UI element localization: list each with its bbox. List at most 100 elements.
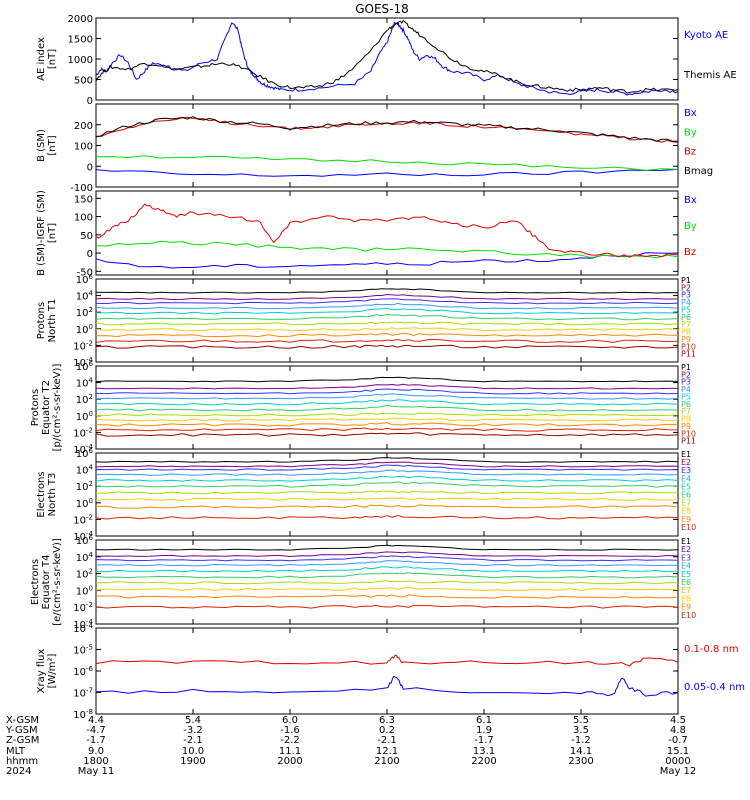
figure-title: GOES-18 xyxy=(355,2,409,16)
legend-label: 0.05-0.4 nm xyxy=(684,682,745,693)
channel-label: P7 xyxy=(681,320,691,329)
series-line-0-05-0-4-nm xyxy=(95,675,679,697)
y-tick-label: 106 xyxy=(76,447,94,460)
y-axis-label: Protons xyxy=(30,389,41,426)
y-tick-label: 104 xyxy=(76,464,94,477)
y-tick-label: 1000 xyxy=(68,55,93,66)
channel-label: E1 xyxy=(681,450,691,459)
series-line-e1 xyxy=(95,544,679,551)
series-line-e5 xyxy=(95,475,679,482)
y-tick-label: 104 xyxy=(76,377,94,390)
channel-label: P6 xyxy=(681,400,691,409)
series-line-e6 xyxy=(95,481,679,488)
series-line-e10 xyxy=(95,514,679,520)
series-line-e8 xyxy=(95,497,679,502)
panel-ae: 2000 1500 1000 500 0 AE index [nT] Kyoto AE Them… xyxy=(36,14,737,107)
y-tick-label: 0 xyxy=(87,249,93,260)
series-line-p9 xyxy=(95,422,679,427)
series-line-themis-ae xyxy=(95,19,679,94)
y-axis-label: [nT] xyxy=(47,49,58,69)
panel-p_t2: 106 104 102 100 10-2 10-4 Protons Equator T2 [p/… xyxy=(30,360,696,456)
series-line-0-1-0-8-nm xyxy=(95,654,679,667)
footer-value: 2000 xyxy=(277,756,302,767)
y-axis-label: [W/m²] xyxy=(47,653,58,688)
y-axis-label: B (SM) xyxy=(36,129,47,162)
footer-value: 2100 xyxy=(374,756,399,767)
y-tick-label: 100 xyxy=(76,497,93,510)
footer-value: 3.5 xyxy=(573,725,589,736)
channel-label: P8 xyxy=(681,328,691,337)
series-line-e4 xyxy=(95,560,679,567)
footer-value: 5.4 xyxy=(185,715,201,726)
series-line-e10 xyxy=(95,604,679,609)
footer-value: 12.1 xyxy=(376,746,398,757)
channel-label: P4 xyxy=(681,385,691,394)
y-tick-label: 100 xyxy=(76,323,93,336)
channel-label: P9 xyxy=(681,422,691,431)
channel-label: E2 xyxy=(681,458,691,467)
y-tick-label: 10-5 xyxy=(73,644,93,657)
y-axis-label: North T3 xyxy=(47,473,58,517)
channel-label: P8 xyxy=(681,415,691,424)
channel-label: E9 xyxy=(681,603,691,612)
legend-label: Kyoto AE xyxy=(684,30,728,41)
channel-label: P10 xyxy=(681,342,696,351)
series-line-p4 xyxy=(95,393,679,400)
channel-label: E3 xyxy=(681,466,691,475)
series-line-e9 xyxy=(95,504,679,509)
footer-value: 13.1 xyxy=(473,746,495,757)
footer-value: -1.7 xyxy=(474,735,494,746)
footer-value: -1.6 xyxy=(280,725,300,736)
channel-label: P4 xyxy=(681,298,691,307)
footer-value: 1900 xyxy=(180,756,205,767)
y-tick-label: 102 xyxy=(76,306,93,319)
y-tick-label: 10-2 xyxy=(73,601,93,614)
panel-bigrf: 150 100 50 0 -50 B (SM)-IGRF (SM) [nT] Bx By Bz xyxy=(36,190,697,278)
y-tick-label: 10-4 xyxy=(73,356,93,369)
y-tick-label: 100 xyxy=(74,213,93,224)
series-line-e7 xyxy=(96,490,679,495)
channel-label: E6 xyxy=(681,578,691,587)
channel-label: P5 xyxy=(681,392,691,401)
legend-label: Bx xyxy=(684,195,697,206)
channel-label: P3 xyxy=(681,291,691,300)
footer-row-label: hhmm xyxy=(6,756,38,767)
legend-label: 0.1-0.8 nm xyxy=(684,644,739,655)
y-axis-label: Equator T2 xyxy=(41,380,52,435)
series-line-e8 xyxy=(95,586,679,592)
series-line-p3 xyxy=(95,298,679,305)
y-tick-label: 10-6 xyxy=(73,665,93,678)
series-line-e4 xyxy=(95,469,679,476)
channel-label: E8 xyxy=(681,594,691,603)
series-line-p7 xyxy=(95,321,679,326)
channel-label: E6 xyxy=(681,491,691,500)
footer-value: 0000 xyxy=(665,756,690,767)
series-line-e2 xyxy=(95,551,679,558)
y-tick-label: 100 xyxy=(74,142,93,153)
y-tick-label: 106 xyxy=(76,534,94,547)
footer-value: 10.0 xyxy=(182,746,204,757)
panel-frame xyxy=(95,539,679,625)
series-line-p1 xyxy=(95,376,679,383)
y-tick-label: 0 xyxy=(87,96,93,107)
footer-value: May 12 xyxy=(660,766,697,777)
series-line-by xyxy=(95,240,679,259)
y-tick-label: 50 xyxy=(80,231,93,242)
footer-value: 6.3 xyxy=(379,715,395,726)
channel-label: E9 xyxy=(681,515,691,524)
series-line-p9 xyxy=(95,332,679,338)
y-axis-label: [nT] xyxy=(47,223,58,243)
y-axis-label: [p/(cm²-s-sr-keV)] xyxy=(52,364,63,452)
y-axis-label: North T1 xyxy=(47,299,58,343)
channel-label: E5 xyxy=(681,482,691,491)
y-tick-label: -100 xyxy=(70,183,93,194)
footer-value: -2.1 xyxy=(183,735,203,746)
series-line-p10 xyxy=(95,427,679,432)
legend-label: Bz xyxy=(684,247,696,258)
y-tick-label: 10-4 xyxy=(73,530,93,543)
footer-value: 14.1 xyxy=(570,746,592,757)
panel-bsm: 200 100 0 -100 B (SM) [nT] Bx By Bz Bmag xyxy=(36,103,713,194)
panel-e_t4: 106 104 102 100 10-2 10-4 Electrons Equator T4[… xyxy=(30,534,696,631)
legend-label: Bmag xyxy=(684,166,713,177)
